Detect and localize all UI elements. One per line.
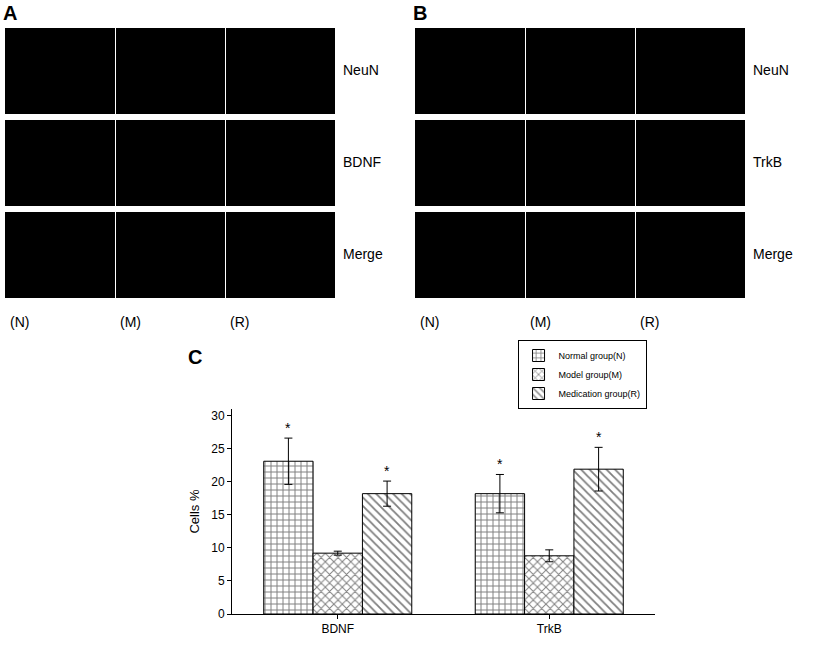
svg-text:10: 10 [211, 541, 225, 555]
svg-text:Medication group(R): Medication group(R) [559, 389, 641, 399]
html-text:(N): (N) [420, 314, 440, 330]
html-text:A: A [3, 2, 18, 24]
svg-text:*: * [596, 429, 602, 445]
svg-text:Normal group(N): Normal group(N) [559, 351, 626, 361]
html-text:B: B [413, 2, 428, 24]
svg-text:TrkB: TrkB [537, 622, 562, 636]
svg-text:25: 25 [211, 442, 225, 456]
svg-text:*: * [285, 420, 291, 436]
svg-text:Model group(M): Model group(M) [559, 370, 623, 380]
html-text:(M): (M) [120, 314, 141, 330]
html-text:TrkB: TrkB [753, 154, 782, 170]
html-text:NeuN: NeuN [343, 62, 379, 78]
svg-text:*: * [497, 456, 503, 472]
svg-text:5: 5 [218, 574, 225, 588]
svg-text:15: 15 [211, 508, 225, 522]
html-text:Merge: Merge [753, 246, 793, 262]
svg-text:BDNF: BDNF [321, 622, 354, 636]
html-text:C: C [188, 346, 203, 368]
svg-text:Cells %: Cells % [187, 489, 202, 534]
html-text:(R): (R) [640, 314, 660, 330]
html-text:(M): (M) [530, 314, 551, 330]
html-text:BDNF: BDNF [343, 154, 382, 170]
html-text:(R): (R) [230, 314, 250, 330]
html-text:NeuN: NeuN [753, 62, 789, 78]
svg-text:20: 20 [211, 475, 225, 489]
svg-text:*: * [384, 463, 390, 479]
svg-text:0: 0 [218, 607, 225, 621]
html-text:(N): (N) [10, 314, 30, 330]
html-text:Merge: Merge [343, 246, 383, 262]
svg-text:30: 30 [211, 409, 225, 423]
